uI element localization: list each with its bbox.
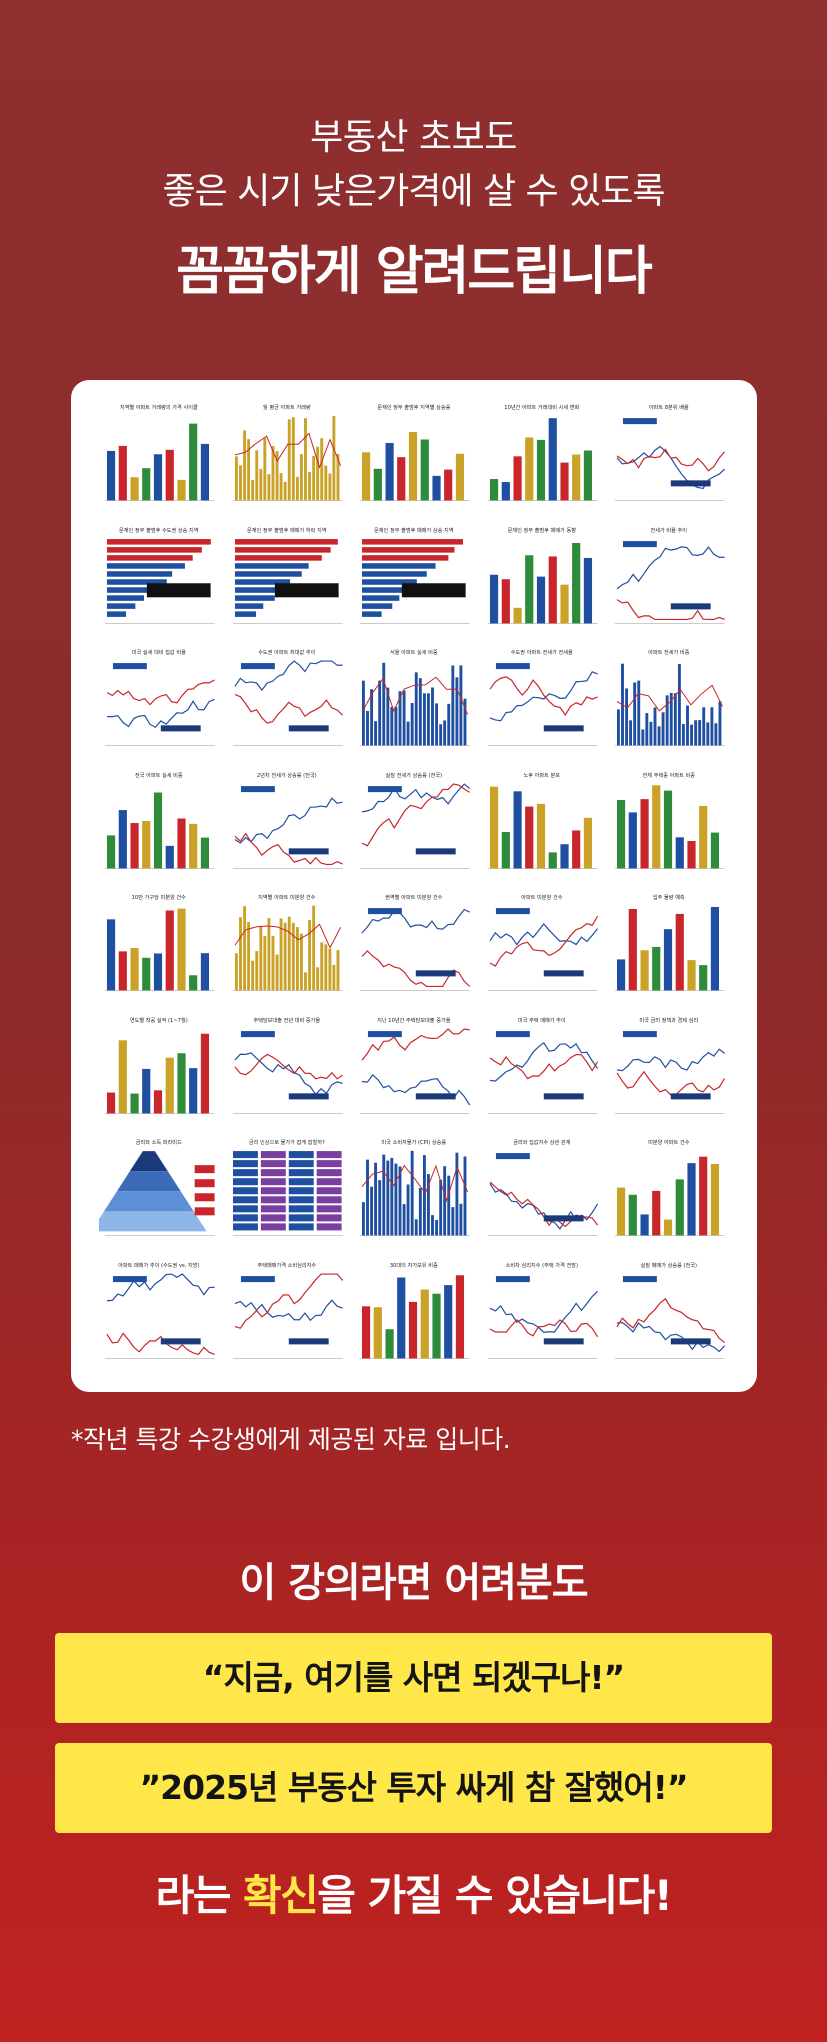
thumbnail-title: 전세가 비율 추이 [651,526,688,534]
thumbnail-title: 아파트 8분위 배율 [649,403,689,411]
chart-thumbnail: 수도권 아파트 최대값 추이 [226,645,347,760]
thumbnail-title: 문재인 정부 출범후 지역별 상승률 [377,403,450,411]
hero-line-2: 좋은 시기 낮은가격에 살 수 있도록 [162,171,666,212]
thumbnail-title: 아파트 전세가 비중 [649,648,691,656]
chart-thumbnail: 아파트 미분양 건수 [481,890,602,1005]
thumbnail-title: 문재인 정부 출범후 수도권 상승 지역 [119,526,199,534]
chart-thumbnail: 아파트 매매가 추이 (수도권 vs. 지방) [99,1257,219,1372]
thumbnail-title: 금리와 소득 피라미드 [136,1138,182,1146]
chart-thumbnail: 미국 주택 매매가 추이 [481,1012,602,1127]
thumbnail-title: 10만 가구당 미분양 건수 [132,893,187,901]
chart-thumbnail: 전국 아파트 실세 비중 [99,767,219,882]
thumbnail-title: 지역별 아파트 거래량의 가격 사이클 [120,403,198,411]
thumbnail-title: 미분양 아파트 건수 [649,1138,691,1146]
chart-thumbnail: 전세가 비율 추이 [609,522,729,637]
thumbnail-title: 지역별 아파트 미분양 건수 [258,893,315,901]
chart-thumbnail: 문재인 정부 출범후 수도권 상승 지역 [99,522,219,637]
hero-heading: 부동산 초보도 좋은 시기 낮은가격에 살 수 있도록 꼼꼼하게 알려드립니다 [0,112,827,310]
chart-thumbnail: 연도별 착공 실적 (1~7월) [99,1012,219,1127]
closing-after: 을 가질 수 있습니다! [317,1871,673,1920]
quote-box-1: “지금, 여기를 사면 되겠구나!” [55,1633,772,1723]
chart-thumbnail-grid: 지역별 아파트 거래량의 가격 사이클 월 평균 아파트 거래량 문재인 정부 출범… [99,400,729,1372]
chart-thumbnail: 금리와 소득 피라미드 [99,1135,219,1250]
thumbnail-title: 미국 소비자물가 (CPI) 상승률 [382,1138,447,1146]
chart-thumbnail: 지역별 아파트 거래량의 가격 사이클 [99,400,219,515]
thumbnail-title: 실질 매매가 상승률 (전국) [641,1261,698,1269]
thumbnail-title: 금리와 집값지수 상관 관계 [513,1138,570,1146]
thumbnail-title: 실질 전세가 상승률 (전국) [386,771,443,779]
thumbnail-title: 아파트 미분양 건수 [521,893,563,901]
hero-line-3: 꼼꼼하게 알려드립니다 [176,242,653,302]
closing-highlight: 확신 [242,1871,319,1920]
chart-thumbnail: 지난 10년간 주택담보대출 증가율 [354,1012,474,1127]
chart-thumbnail: 문재인 정부 출범후 매매가 하락 지역 [226,522,347,637]
chart-thumbnail: 미분양 아파트 건수 [609,1135,729,1250]
thumbnail-title: 주택담보대출 전년 대비 증가율 [253,1016,320,1024]
chart-thumbnail: 전체 주택중 아파트 비중 [609,767,729,882]
thumbnail-title: 권역별 아파트 미분양 건수 [385,893,442,901]
chart-thumbnail: 문재인 정부 출범후 매매가 동향 [481,522,602,637]
thumbnail-title: 미국 주택 매매가 추이 [518,1016,566,1024]
thumbnail-title: 전체 주택중 아파트 비중 [643,771,696,779]
chart-thumbnail: 미국 소비자물가 (CPI) 상승률 [354,1135,474,1250]
closing-statement: 라는 확신을 가질 수 있습니다! [0,1862,827,1923]
thumbnail-title: 전국 아파트 실세 비중 [135,771,183,779]
thumbnail-title: 문재인 정부 출범후 매매가 하락 지역 [247,526,327,534]
thumbnail-title: 수도권 아파트 최대값 추이 [258,648,315,656]
thumbnail-title: 미국 금리 정책과 경제 심리 [640,1016,699,1024]
thumbnail-title: 입주 물량 예측 [653,893,685,901]
chart-thumbnail: 주택매매가격 소비심리지수 [226,1257,347,1372]
thumbnail-title: 수도권 아파트 전세가 전세율 [511,648,573,656]
thumbnail-title: 문재인 정부 출범후 매매가 상승 지역 [374,526,454,534]
thumbnail-title: 서울 아파트 실세 비중 [390,648,438,656]
quote-text-2: ”2025년 부동산 투자 싸게 참 잘했어!” [139,1768,688,1807]
chart-thumbnail: 미국 실세 대비 집값 비율 [99,645,219,760]
chart-thumbnail: 실질 매매가 상승률 (전국) [609,1257,729,1372]
chart-thumbnail: 소비자 심리지수 (주택 가격 전망) [481,1257,602,1372]
chart-thumbnail: 지역별 아파트 미분양 건수 [226,890,347,1005]
chart-thumbnail: 금리와 집값지수 상관 관계 [481,1135,602,1250]
chart-thumbnail: 10년간 아파트 거래대비 시세 변화 [481,400,602,515]
chart-thumbnail: 30대의 자가보유 비중 [354,1257,474,1372]
thumbnail-title: 문재인 정부 출범후 매매가 동향 [507,526,576,534]
thumbnail-title: 금리 인상으로 물가가 잡게 잡힐까? [248,1138,324,1146]
thumbnail-title: 지난 10년간 주택담보대출 증가율 [377,1016,451,1024]
chart-thumbnail: 실질 전세가 상승률 (전국) [354,767,474,882]
chart-thumbnail: 문재인 정부 출범후 매매가 상승 지역 [354,522,474,637]
thumbnail-title: 노후 아파트 분포 [523,771,560,779]
thumbnail-title: 2년차 전세가 상승률 (전국) [256,771,316,779]
quote-box-2: ”2025년 부동산 투자 싸게 참 잘했어!” [55,1743,772,1833]
chart-thumbnail: 권역별 아파트 미분양 건수 [354,890,474,1005]
thumbnail-title: 월 평균 아파트 거래량 [263,403,311,411]
thumbnail-title: 아파트 매매가 추이 (수도권 vs. 지방) [118,1261,199,1269]
footnote: *작년 특강 수강생에게 제공된 자료 입니다. [71,1425,511,1454]
chart-thumbnail: 미국 금리 정책과 경제 심리 [609,1012,729,1127]
quote-text-1: “지금, 여기를 사면 되겠구나!” [202,1658,625,1697]
chart-thumbnail: 10만 가구당 미분양 건수 [99,890,219,1005]
chart-thumbnail: 입주 물량 예측 [609,890,729,1005]
chart-thumbnail: 서울 아파트 실세 비중 [354,645,474,760]
chart-thumbnail: 문재인 정부 출범후 지역별 상승률 [354,400,474,515]
thumbnail-title: 미국 실세 대비 집값 비율 [132,648,186,656]
chart-collage-panel: 지역별 아파트 거래량의 가격 사이클 월 평균 아파트 거래량 문재인 정부 출범… [71,380,757,1392]
chart-thumbnail: 아파트 전세가 비중 [609,645,729,760]
thumbnail-title: 소비자 심리지수 (주택 가격 전망) [505,1261,577,1269]
chart-thumbnail: 수도권 아파트 전세가 전세율 [481,645,602,760]
chart-thumbnail: 아파트 8분위 배율 [609,400,729,515]
chart-thumbnail: 노후 아파트 분포 [481,767,602,882]
chart-thumbnail: 금리 인상으로 물가가 잡게 잡힐까? [226,1135,347,1250]
chart-thumbnail: 2년차 전세가 상승률 (전국) [226,767,347,882]
thumbnail-title: 주택매매가격 소비심리지수 [257,1261,316,1269]
chart-thumbnail: 주택담보대출 전년 대비 증가율 [226,1012,347,1127]
thumbnail-title: 30대의 자가보유 비중 [390,1261,438,1269]
closing-before: 라는 [155,1871,243,1920]
section-title: 이 강의라면 어려분도 [239,1560,588,1606]
thumbnail-title: 10년간 아파트 거래대비 시세 변화 [504,403,579,411]
chart-thumbnail: 월 평균 아파트 거래량 [226,400,347,515]
hero-line-1: 부동산 초보도 [310,117,517,158]
thumbnail-title: 연도별 착공 실적 (1~7월) [130,1016,188,1024]
